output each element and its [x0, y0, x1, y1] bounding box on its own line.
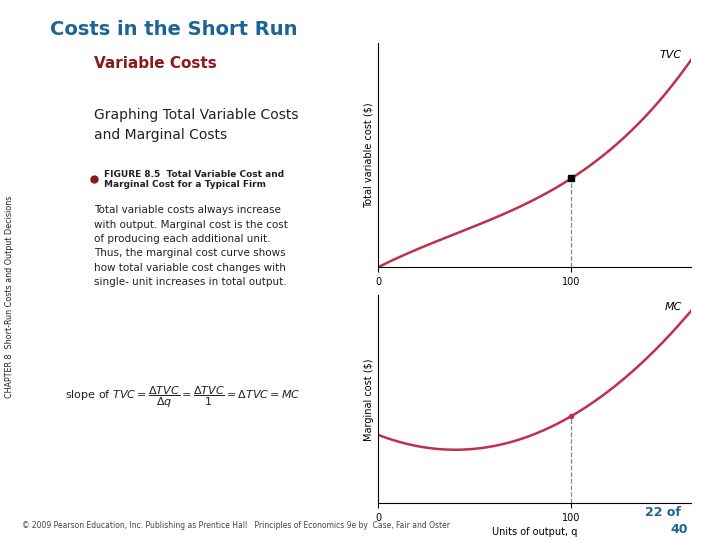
Y-axis label: Marginal cost ($): Marginal cost ($)	[364, 358, 374, 441]
Y-axis label: Total variable cost ($): Total variable cost ($)	[364, 103, 374, 208]
Text: Graphing Total Variable Costs
and Marginal Costs: Graphing Total Variable Costs and Margin…	[94, 108, 298, 141]
Text: Costs in the Short Run: Costs in the Short Run	[50, 20, 298, 39]
Text: FIGURE 8.5  Total Variable Cost and
Marginal Cost for a Typical Firm: FIGURE 8.5 Total Variable Cost and Margi…	[104, 170, 284, 189]
Text: Variable Costs: Variable Costs	[94, 56, 216, 71]
Text: MC: MC	[665, 302, 682, 312]
Text: © 2009 Pearson Education, Inc. Publishing as Prentice Hall   Principles of Econo: © 2009 Pearson Education, Inc. Publishin…	[22, 521, 449, 530]
Text: 22 of: 22 of	[644, 507, 680, 519]
Text: TVC: TVC	[660, 50, 682, 60]
Text: CHAPTER 8  Short-Run Costs and Output Decisions: CHAPTER 8 Short-Run Costs and Output Dec…	[5, 196, 14, 398]
Text: Total variable costs always increase
with output. Marginal cost is the cost
of p: Total variable costs always increase wit…	[94, 205, 287, 287]
X-axis label: Units of output, q: Units of output, q	[492, 527, 577, 537]
Text: 40: 40	[670, 523, 688, 536]
Text: slope of $TVC = \dfrac{\Delta TVC}{\Delta q} = \dfrac{\Delta TVC}{1} = \Delta TV: slope of $TVC = \dfrac{\Delta TVC}{\Delt…	[65, 384, 300, 410]
